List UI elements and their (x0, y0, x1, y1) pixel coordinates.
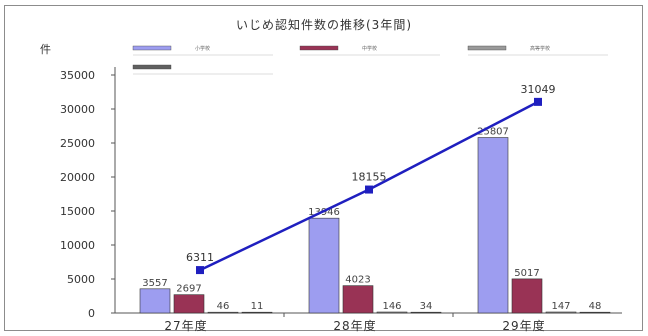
legend-swatch (299, 45, 339, 51)
bar-value-label: 13946 (308, 207, 340, 218)
total-value-label: 18155 (352, 171, 387, 184)
total-point (196, 266, 204, 275)
bar-value-label: 34 (420, 301, 433, 312)
legend: 小学校 中学校 高等学校 (132, 45, 608, 75)
bar-1 (308, 217, 340, 314)
legend-label: 中学校 (362, 45, 377, 52)
y-tick-label: 10000 (60, 239, 95, 252)
total-line: 6311 18155 31049 (186, 83, 556, 275)
total-value-label: 6311 (186, 251, 214, 264)
bar-value-label: 146 (382, 301, 401, 312)
legend-swatch (467, 45, 507, 51)
bar-value-label: 46 (217, 301, 230, 312)
bar-value-label: 5017 (514, 268, 539, 279)
bar-3 (376, 311, 408, 314)
legend-label: 高等学校 (530, 45, 550, 52)
y-axis-unit: 件 (40, 43, 51, 56)
legend-swatch (132, 64, 172, 70)
bar-value-label: 48 (589, 301, 602, 312)
legend-label: 小学校 (195, 45, 210, 52)
legend-swatch (132, 45, 172, 51)
bar-1 (477, 137, 509, 314)
bar-3 (545, 311, 577, 314)
bar-value-label: 3557 (142, 278, 167, 289)
y-tick-label: 5000 (67, 273, 95, 286)
bar-3 (207, 311, 239, 314)
bar-2 (511, 278, 543, 314)
bar-value-label: 147 (551, 301, 570, 312)
bar-value-label: 11 (251, 301, 264, 312)
bar-2 (173, 294, 205, 314)
bar-4 (241, 311, 273, 314)
x-category-label: 27年度 (164, 318, 207, 333)
bar-4 (410, 311, 442, 314)
bar-1 (139, 288, 171, 314)
y-tick-label: 35000 (60, 69, 95, 82)
x-category-label: 29年度 (502, 318, 545, 333)
axes: 0 5000 10000 15000 20000 25000 30000 35000 27年度 2… (60, 67, 622, 333)
total-point (365, 185, 373, 194)
total-point (534, 97, 542, 106)
bar-value-label: 25807 (477, 127, 509, 138)
bars: 3557 2697 46 11 13946 4023 146 34 25807 5017 147 48 (139, 127, 611, 314)
y-tick-label: 0 (88, 307, 95, 320)
bar-value-label: 4023 (345, 275, 370, 286)
y-tick-label: 15000 (60, 205, 95, 218)
x-category-label: 28年度 (333, 318, 376, 333)
y-tick-label: 20000 (60, 171, 95, 184)
bar-4 (579, 311, 611, 314)
total-value-label: 31049 (521, 83, 556, 96)
y-tick-label: 25000 (60, 137, 95, 150)
bar-2 (342, 285, 374, 314)
y-tick-label: 30000 (60, 103, 95, 116)
chart-title: いじめ認知件数の推移(3年間) (236, 18, 412, 32)
bar-value-label: 2697 (176, 284, 201, 295)
